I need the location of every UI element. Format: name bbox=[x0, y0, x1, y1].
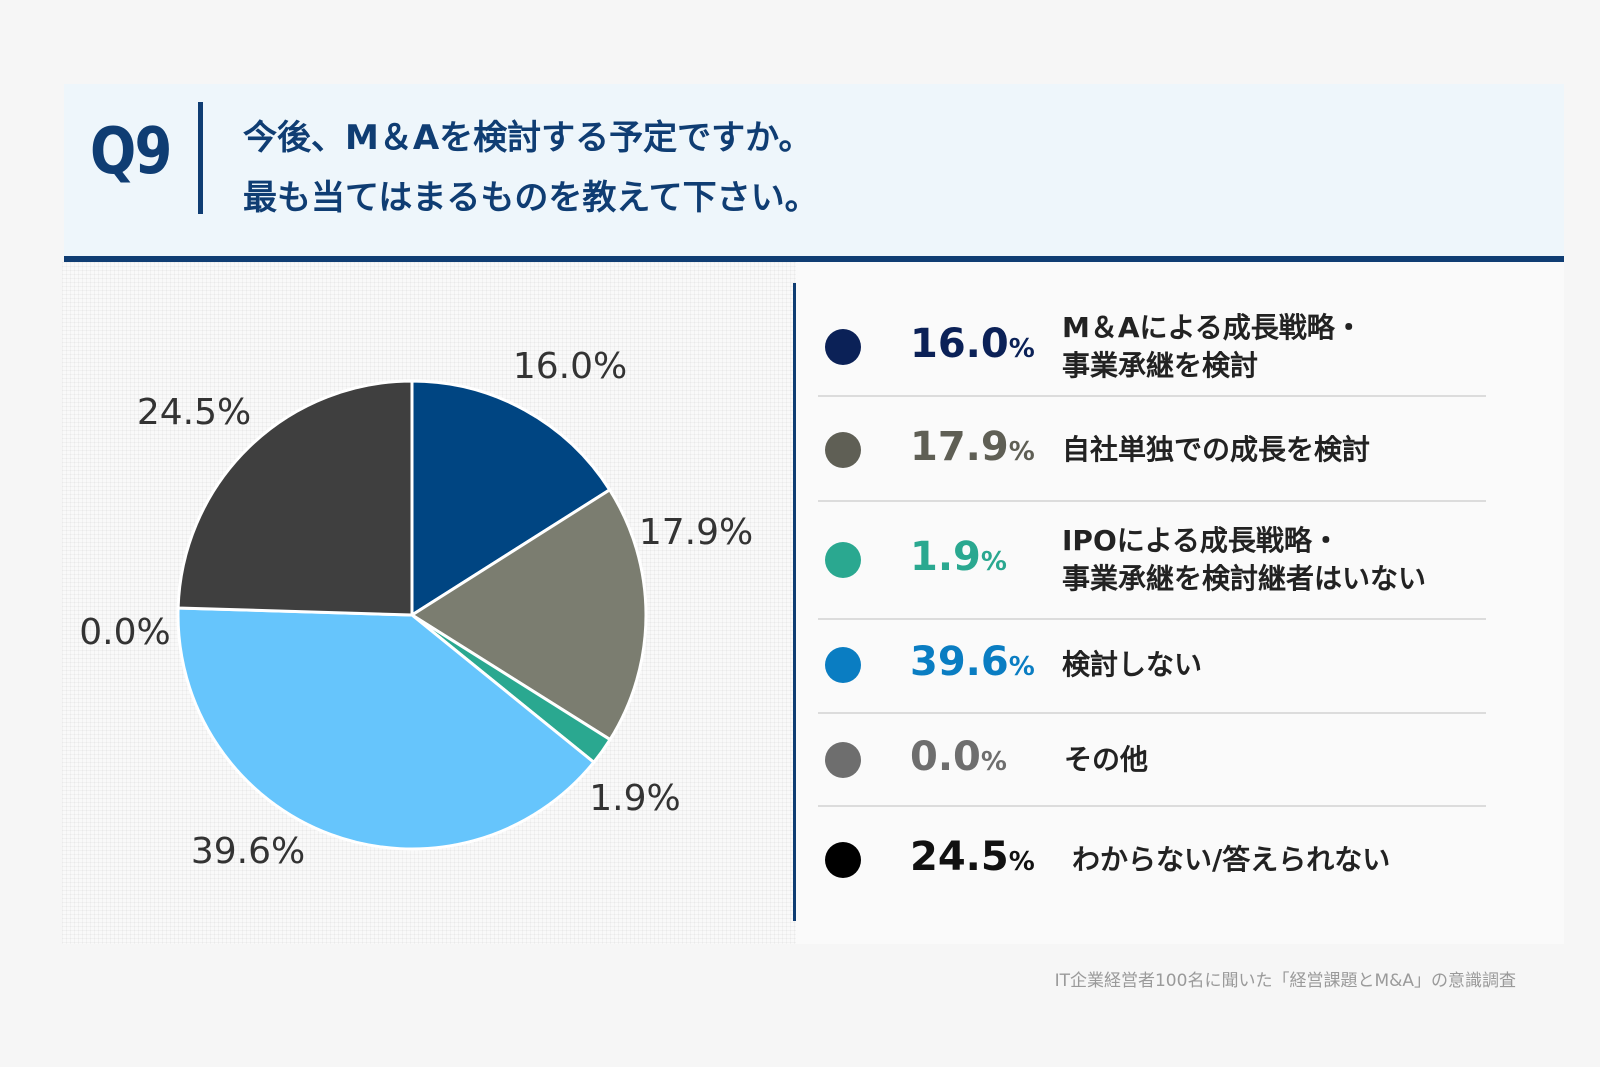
pie-value-label-2: 1.9% bbox=[589, 778, 680, 819]
legend-dot-1 bbox=[825, 432, 861, 468]
legend-percent-value: 17.9 bbox=[910, 424, 1009, 470]
legend-percent-unit: % bbox=[980, 547, 1007, 577]
question-number: Q9 bbox=[90, 115, 172, 189]
legend-label-line1: 自社単独での成長を検討 bbox=[1062, 433, 1371, 466]
legend-separator-4 bbox=[818, 805, 1486, 807]
legend-label-1: 自社単独での成長を検討 bbox=[1062, 431, 1370, 469]
legend-percent-0: 16.0% bbox=[910, 321, 1035, 367]
question-text-line2: 最も当てはまるものを教えて下さい。 bbox=[243, 178, 819, 218]
question-divider bbox=[198, 102, 203, 214]
legend-percent-value: 1.9 bbox=[910, 534, 981, 580]
legend-label-line1: その他 bbox=[1064, 743, 1149, 776]
pie-slice-3 bbox=[176, 606, 596, 851]
legend-percent-value: 16.0 bbox=[910, 321, 1009, 367]
legend-percent-unit: % bbox=[1008, 437, 1035, 467]
pie-value-label-4: 0.0% bbox=[79, 612, 170, 653]
legend-percent-1: 17.9% bbox=[910, 424, 1035, 470]
source-caption: IT企業経営者100名に聞いた「経営課題とM&A」の意識調査 bbox=[1054, 971, 1516, 991]
legend-percent-unit: % bbox=[980, 747, 1007, 777]
pie-chart: 16.0% 17.9% 1.9% 39.6% 0.0% 24.5% bbox=[79, 346, 753, 872]
legend-percent-value: 0.0 bbox=[910, 734, 981, 780]
legend-percent-2: 1.9% bbox=[910, 534, 1007, 580]
legend-separator-1 bbox=[818, 500, 1486, 502]
legend-percent-unit: % bbox=[1008, 334, 1035, 364]
legend-label-0: M＆Aによる成長戦略・ 事業承継を検討 bbox=[1062, 309, 1363, 385]
legend-percent-value: 39.6 bbox=[910, 639, 1009, 685]
legend-label-line1: M＆Aによる成長戦略・ bbox=[1062, 311, 1363, 344]
question-header bbox=[64, 84, 1564, 256]
legend-dot-4 bbox=[825, 742, 861, 778]
legend-separator-0 bbox=[818, 395, 1486, 397]
legend-dot-0 bbox=[825, 329, 861, 365]
header-rule bbox=[64, 256, 1564, 262]
legend-label-line2: 事業承継を検討継者はいない bbox=[1062, 562, 1427, 595]
pie-value-label-1: 17.9% bbox=[639, 512, 753, 553]
legend-percent-3: 39.6% bbox=[910, 639, 1035, 685]
legend-label-line1: 検討しない bbox=[1062, 648, 1203, 681]
legend-label-2: IPOによる成長戦略・事業承継を検討継者はいない bbox=[1062, 522, 1426, 598]
legend-percent-unit: % bbox=[1008, 652, 1035, 682]
legend-label-5: わからない/答えられない bbox=[1072, 841, 1390, 879]
legend-label-line2: 事業承継を検討 bbox=[1062, 349, 1259, 382]
legend-label-line1: IPOによる成長戦略・ bbox=[1062, 524, 1340, 557]
legend-percent-value: 24.5 bbox=[910, 834, 1009, 880]
legend-label-line1: わからない/答えられない bbox=[1072, 843, 1391, 876]
legend-percent-4: 0.0% bbox=[910, 734, 1007, 780]
legend-divider bbox=[793, 283, 796, 921]
legend-dot-2 bbox=[825, 542, 861, 578]
pie-value-label-3: 39.6% bbox=[191, 831, 305, 872]
pie-slice-1 bbox=[409, 487, 648, 742]
pie-value-label-0: 16.0% bbox=[513, 346, 627, 387]
legend-dot-3 bbox=[825, 647, 861, 683]
legend-separator-3 bbox=[818, 712, 1486, 714]
legend-percent-5: 24.5% bbox=[910, 834, 1035, 880]
legend-label-4: その他 bbox=[1064, 741, 1148, 779]
question-text-line1: 今後、M＆Aを検討する予定ですか。 bbox=[243, 118, 813, 158]
legend-label-3: 検討しない bbox=[1062, 646, 1202, 684]
legend-dot-5 bbox=[825, 842, 861, 878]
pie-slice-0 bbox=[410, 379, 612, 618]
legend-separator-2 bbox=[818, 618, 1486, 620]
pie-value-label-5: 24.5% bbox=[137, 392, 251, 433]
legend-percent-unit: % bbox=[1008, 847, 1035, 877]
legend-panel bbox=[796, 262, 1564, 944]
pie-slice-5 bbox=[176, 379, 414, 617]
